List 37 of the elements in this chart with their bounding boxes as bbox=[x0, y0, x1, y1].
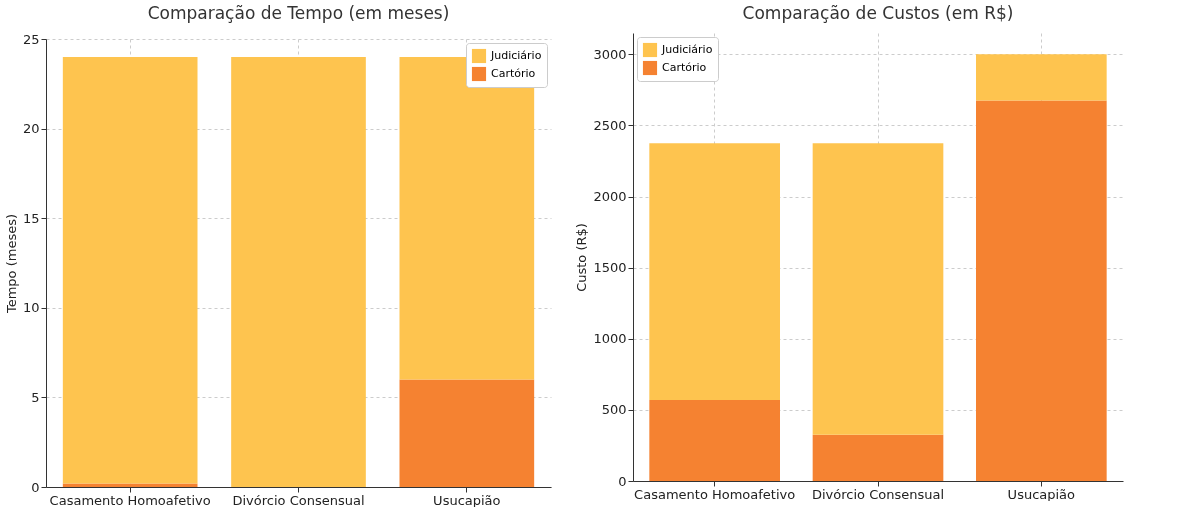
legend-label: Judiciário bbox=[490, 49, 542, 62]
y-tick-label: 2500 bbox=[593, 117, 627, 133]
y-tick-label: 0 bbox=[31, 479, 40, 495]
y-tick-label: 1000 bbox=[593, 331, 627, 347]
y-axis-title: Tempo (meses) bbox=[3, 213, 19, 315]
y-axis-title: Custo (R$) bbox=[574, 223, 590, 292]
bar bbox=[649, 399, 780, 481]
y-tick-label: 1500 bbox=[593, 260, 627, 276]
y-tick-label: 25 bbox=[22, 31, 40, 47]
y-tick-label: 0 bbox=[618, 473, 627, 489]
x-tick-label: Divórcio Consensual bbox=[811, 486, 945, 502]
x-tick-label: Casamento Homoafetivo bbox=[634, 486, 796, 502]
bar bbox=[812, 143, 944, 435]
legend-label: Judiciário bbox=[661, 43, 713, 56]
bar bbox=[399, 379, 535, 487]
y-tick-label: 2000 bbox=[593, 189, 627, 205]
bar bbox=[649, 143, 780, 400]
legend-label: Cartório bbox=[662, 61, 707, 74]
bar bbox=[812, 434, 944, 481]
chart-title: Comparação de Custos (em R$) bbox=[742, 3, 1014, 23]
y-tick-label: 15 bbox=[22, 210, 40, 226]
x-tick-label: Usucapião bbox=[1007, 486, 1076, 502]
y-tick-label: 500 bbox=[601, 402, 627, 418]
bar bbox=[976, 54, 1107, 101]
y-tick-label: 5 bbox=[31, 389, 40, 405]
bar bbox=[231, 56, 366, 487]
bar bbox=[62, 56, 198, 484]
x-tick-label: Casamento Homoafetivo bbox=[49, 492, 211, 507]
bar bbox=[976, 100, 1107, 481]
y-tick-label: 3000 bbox=[593, 46, 627, 62]
y-tick-label: 20 bbox=[22, 121, 40, 137]
bar bbox=[62, 483, 198, 487]
y-tick-label: 10 bbox=[22, 300, 40, 316]
x-tick-label: Usucapião bbox=[433, 492, 501, 507]
legend-label: Cartório bbox=[491, 67, 536, 80]
chart-title: Comparação de Tempo (em meses) bbox=[147, 3, 450, 23]
x-tick-label: Divórcio Consensual bbox=[232, 492, 365, 507]
